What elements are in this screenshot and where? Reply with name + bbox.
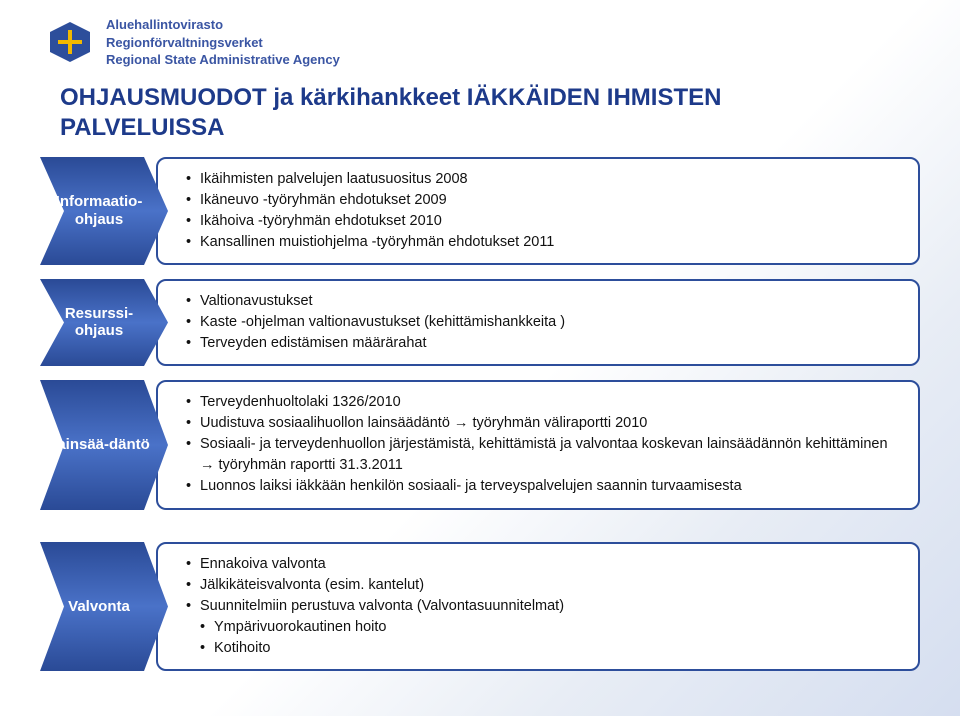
list-item: Ikäneuvo -työryhmän ehdotukset 2009 <box>186 190 902 211</box>
chevron-label: Resurssi-ohjaus <box>40 305 158 340</box>
title-line-2: PALVELUISSA <box>60 113 960 143</box>
box-valvonta: Ennakoiva valvonta Jälkikäteisvalvonta (… <box>156 542 920 671</box>
box-lainsaadanto: Terveydenhuoltolaki 1326/2010 Uudistuva … <box>156 380 920 510</box>
agency-name-en: Regional State Administrative Agency <box>106 51 340 69</box>
chevron-label: Informaatio-ohjaus <box>40 193 158 228</box>
slide-title: OHJAUSMUODOT ja kärkihankkeet IÄKKÄIDEN … <box>0 77 960 143</box>
agency-name-fi: Aluehallintovirasto <box>106 16 340 34</box>
list-item: Kansallinen muistiohjelma -työryhmän ehd… <box>186 232 902 253</box>
chevron-valvonta: Valvonta <box>40 542 168 671</box>
list-item: Jälkikäteisvalvonta (esim. kantelut) <box>186 575 902 596</box>
list-sub-item: Ympärivuorokautinen hoito <box>186 617 902 638</box>
slide-root: { "header": { "org_line1": "Aluehallinto… <box>0 0 960 716</box>
list-item: Kaste -ohjelman valtionavustukset (kehit… <box>186 312 902 333</box>
chevron-label: Lainsää-däntö <box>42 436 156 453</box>
chevron-resurssi: Resurssi-ohjaus <box>40 279 168 366</box>
chevron-informaatio: Informaatio-ohjaus <box>40 157 168 265</box>
slide-header: Aluehallintovirasto Regionförvaltningsve… <box>0 0 960 77</box>
chevron-label: Valvonta <box>62 598 136 615</box>
list-item: Valtionavustukset <box>186 291 902 312</box>
agency-name-sv: Regionförvaltningsverket <box>106 34 340 52</box>
rows-container: Informaatio-ohjaus Ikäihmisten palveluje… <box>0 143 960 671</box>
title-line-1: OHJAUSMUODOT ja kärkihankkeet IÄKKÄIDEN … <box>60 83 960 113</box>
agency-logo <box>48 20 92 64</box>
list-item: Ennakoiva valvonta <box>186 554 902 575</box>
list-item: Terveydenhuoltolaki 1326/2010 <box>186 392 902 413</box>
box-resurssi: Valtionavustukset Kaste -ohjelman valtio… <box>156 279 920 366</box>
list-item: Uudistuva sosiaalihuollon lainsäädäntö →… <box>186 413 902 434</box>
chevron-lainsaadanto: Lainsää-däntö <box>40 380 168 510</box>
row-lainsaadanto: Lainsää-däntö Terveydenhuoltolaki 1326/2… <box>40 380 920 510</box>
row-valvonta: Valvonta Ennakoiva valvonta Jälkikäteisv… <box>40 542 920 671</box>
list-item: Suunnitelmiin perustuva valvonta (Valvon… <box>186 596 902 617</box>
list-item: Ikäihmisten palvelujen laatusuositus 200… <box>186 169 902 190</box>
row-informaatio-ohjaus: Informaatio-ohjaus Ikäihmisten palveluje… <box>40 157 920 265</box>
list-item: Sosiaali- ja terveydenhuollon järjestämi… <box>186 434 902 476</box>
row-resurssi-ohjaus: Resurssi-ohjaus Valtionavustukset Kaste … <box>40 279 920 366</box>
agency-logo-svg <box>48 20 92 64</box>
list-item: Ikähoiva -työryhmän ehdotukset 2010 <box>186 211 902 232</box>
list-sub-item: Kotihoito <box>186 638 902 659</box>
agency-name-block: Aluehallintovirasto Regionförvaltningsve… <box>106 16 340 69</box>
list-item: Terveyden edistämisen määrärahat <box>186 333 902 354</box>
list-item: Luonnos laiksi iäkkään henkilön sosiaali… <box>186 476 902 497</box>
box-informaatio: Ikäihmisten palvelujen laatusuositus 200… <box>156 157 920 265</box>
